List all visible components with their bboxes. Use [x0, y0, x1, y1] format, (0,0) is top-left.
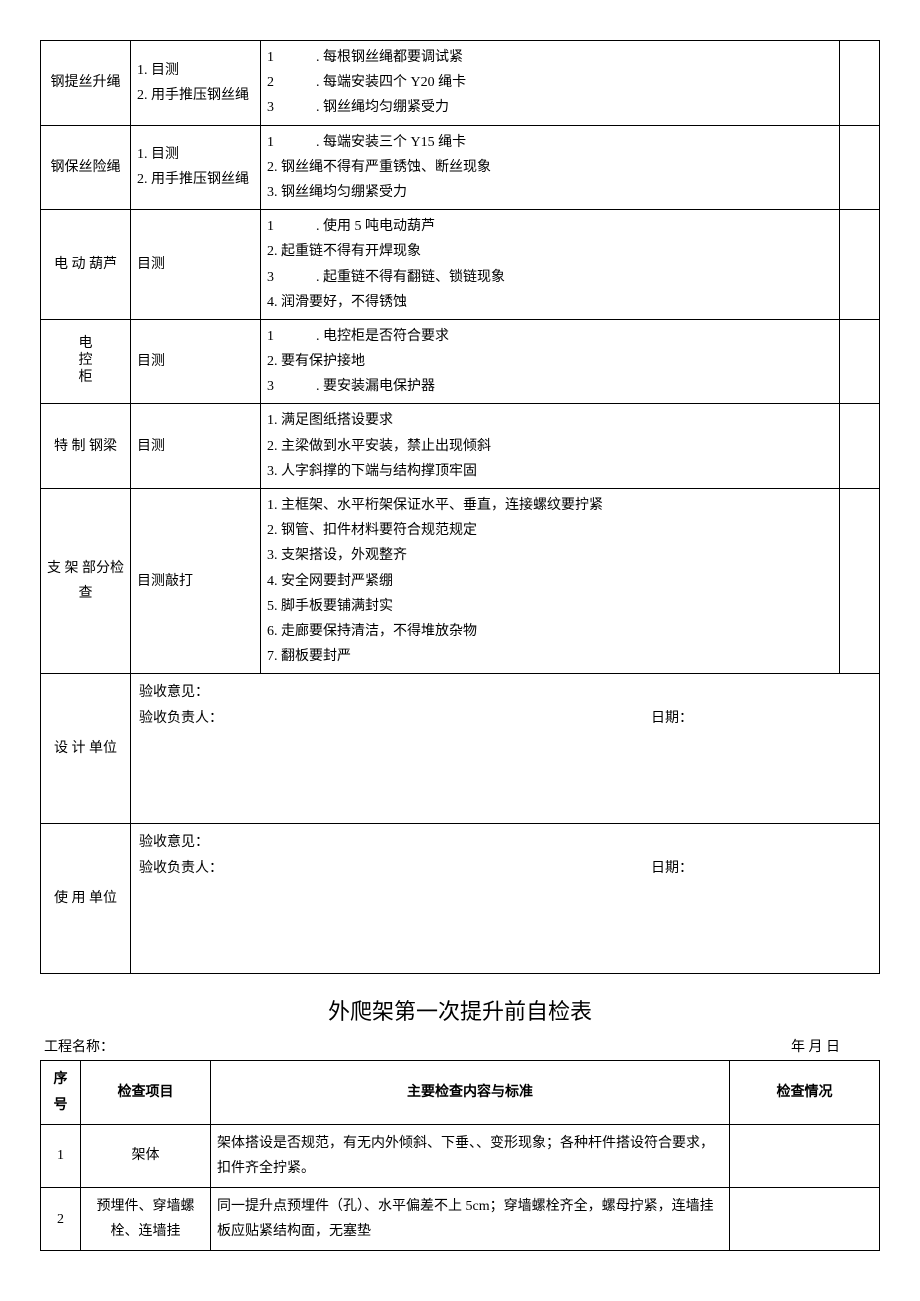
row-label: 钢提丝升绳: [41, 41, 131, 126]
row-method: 1. 目测2. 用手推压钢丝绳: [131, 41, 261, 126]
signature-label: 使 用 单位: [41, 824, 131, 974]
row-status: [840, 404, 880, 489]
row-criteria: 1 . 电控柜是否符合要求2. 要有保护接地3 . 要安装漏电保护器: [261, 319, 840, 404]
self-check-table: 序号 检查项目 主要检查内容与标准 检查情况 1架体架体搭设是否规范，有无内外倾…: [40, 1060, 880, 1251]
check-no: 2: [41, 1188, 81, 1251]
signature-cell: 验收意见：验收负责人：日期：: [131, 674, 880, 824]
person-label: 验收负责人：: [139, 856, 651, 881]
row-criteria: 1. 满足图纸搭设要求2. 主梁做到水平安装，禁止出现倾斜3. 人字斜撑的下端与…: [261, 404, 840, 489]
row-method: 目测: [131, 210, 261, 320]
signature-cell: 验收意见：验收负责人：日期：: [131, 824, 880, 974]
row-criteria: 1 . 每端安装三个 Y15 绳卡2. 钢丝绳不得有严重锈蚀、断丝现象3. 钢丝…: [261, 125, 840, 210]
section-title: 外爬架第一次提升前自检表: [40, 994, 880, 1026]
signature-label: 设 计 单位: [41, 674, 131, 824]
row-method: 目测: [131, 319, 261, 404]
header-item: 检查项目: [81, 1061, 211, 1124]
row-criteria: 1 . 使用 5 吨电动葫芦2. 起重链不得有开焊现象3 . 起重链不得有翻链、…: [261, 210, 840, 320]
header-no: 序号: [41, 1061, 81, 1124]
check-status: [730, 1124, 880, 1187]
check-item: 预埋件、穿墙螺栓、连墙挂: [81, 1188, 211, 1251]
project-label: 工程名称：: [44, 1036, 114, 1056]
opinion-label: 验收意见：: [139, 680, 871, 705]
date-label: 年 月 日: [791, 1036, 840, 1056]
row-label: 钢保丝险绳: [41, 125, 131, 210]
row-status: [840, 210, 880, 320]
check-content: 架体搭设是否规范，有无内外倾斜、下垂、、变形现象；各种杆件搭设符合要求，扣件齐全…: [211, 1124, 730, 1187]
date-field-label: 日期：: [651, 706, 871, 731]
row-criteria: 1. 主框架、水平桁架保证水平、垂直，连接螺纹要拧紧2. 钢管、扣件材料要符合规…: [261, 489, 840, 674]
row-criteria: 1 . 每根钢丝绳都要调试紧2 . 每端安装四个 Y20 绳卡3 . 钢丝绳均匀…: [261, 41, 840, 126]
check-content: 同一提升点预埋件（孔）、水平偏差不上 5cm；穿墙螺栓齐全，螺母拧紧，连墙挂板应…: [211, 1188, 730, 1251]
date-field-label: 日期：: [651, 856, 871, 881]
inspection-table-1: 钢提丝升绳1. 目测2. 用手推压钢丝绳1 . 每根钢丝绳都要调试紧2 . 每端…: [40, 40, 880, 974]
opinion-label: 验收意见：: [139, 830, 871, 855]
header-content: 主要检查内容与标准: [211, 1061, 730, 1124]
check-item: 架体: [81, 1124, 211, 1187]
row-method: 目测: [131, 404, 261, 489]
check-status: [730, 1188, 880, 1251]
check-no: 1: [41, 1124, 81, 1187]
header-status: 检查情况: [730, 1061, 880, 1124]
row-method: 目测敲打: [131, 489, 261, 674]
row-label: 电 动 葫芦: [41, 210, 131, 320]
row-method: 1. 目测2. 用手推压钢丝绳: [131, 125, 261, 210]
row-label: 支 架 部分检查: [41, 489, 131, 674]
row-status: [840, 489, 880, 674]
person-label: 验收负责人：: [139, 706, 651, 731]
row-label: 电控柜: [41, 319, 131, 404]
row-status: [840, 319, 880, 404]
meta-line: 工程名称： 年 月 日: [40, 1036, 880, 1056]
row-label: 特 制 钢梁: [41, 404, 131, 489]
row-status: [840, 125, 880, 210]
row-status: [840, 41, 880, 126]
